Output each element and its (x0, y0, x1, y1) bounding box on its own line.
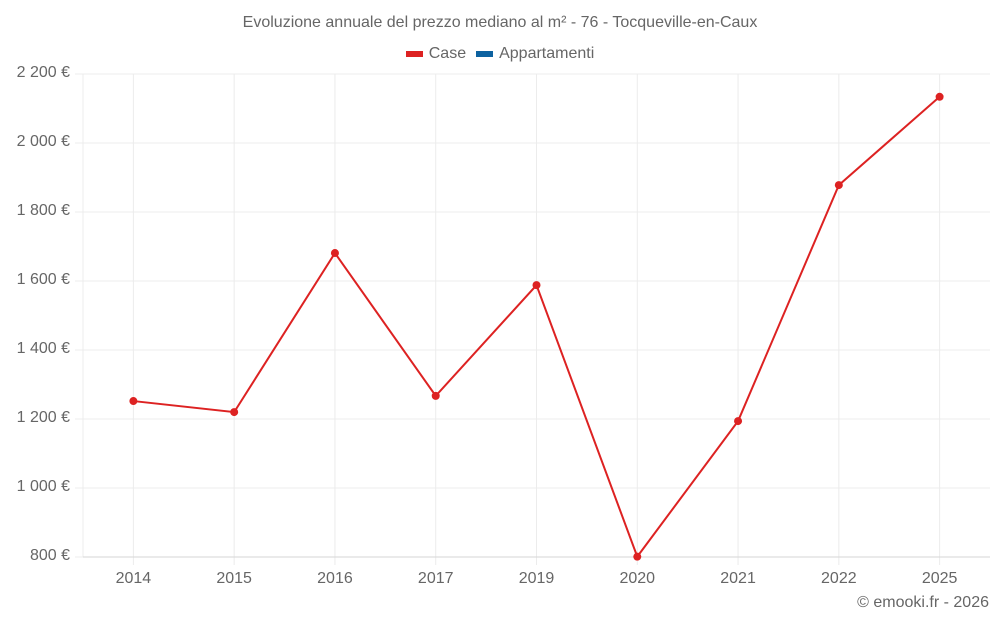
y-tick-label: 1 400 € (16, 340, 70, 357)
x-tick-label: 2025 (921, 570, 958, 587)
x-tick-label: 2021 (720, 570, 756, 587)
legend-label-case: Case (428, 45, 467, 62)
legend: Case Appartamenti (0, 45, 1000, 63)
x-tick-label: 2014 (115, 570, 152, 587)
data-point[interactable] (129, 397, 138, 406)
y-tick-label: 1 200 € (16, 409, 70, 426)
legend-item-appartamenti[interactable]: Appartamenti (476, 45, 594, 63)
y-tick-label: 1 600 € (16, 271, 70, 288)
legend-label-appartamenti: Appartamenti (499, 45, 595, 62)
data-point[interactable] (230, 408, 239, 417)
y-tick-label: 2 000 € (16, 133, 70, 150)
y-tick-label: 800 € (29, 547, 70, 564)
x-tick-label: 2016 (317, 570, 353, 587)
legend-swatch-case-icon (405, 51, 423, 57)
legend-item-case[interactable]: Case (405, 45, 467, 63)
x-tick-label: 2019 (518, 570, 555, 587)
data-point[interactable] (734, 417, 743, 426)
data-point[interactable] (633, 552, 642, 561)
y-tick-label: 1 000 € (16, 478, 70, 495)
data-point[interactable] (431, 391, 440, 400)
chart-title: Evoluzione annuale del prezzo mediano al… (242, 14, 758, 31)
x-tick-label: 2015 (216, 570, 252, 587)
x-tick-label: 2017 (417, 570, 454, 587)
legend-swatch-appartamenti-icon (476, 51, 494, 57)
data-point[interactable] (330, 249, 339, 258)
y-tick-label: 2 200 € (16, 64, 70, 81)
series-markers-case (129, 92, 944, 561)
data-point[interactable] (834, 181, 843, 190)
x-tick-label: 2022 (821, 570, 857, 587)
gridlines (75, 73, 990, 565)
data-point[interactable] (532, 281, 541, 290)
y-tick-label: 1 800 € (16, 202, 70, 219)
credit-text: © emooki.fr - 2026 (857, 594, 989, 611)
x-tick-label: 2020 (619, 570, 656, 587)
data-point[interactable] (935, 92, 944, 101)
